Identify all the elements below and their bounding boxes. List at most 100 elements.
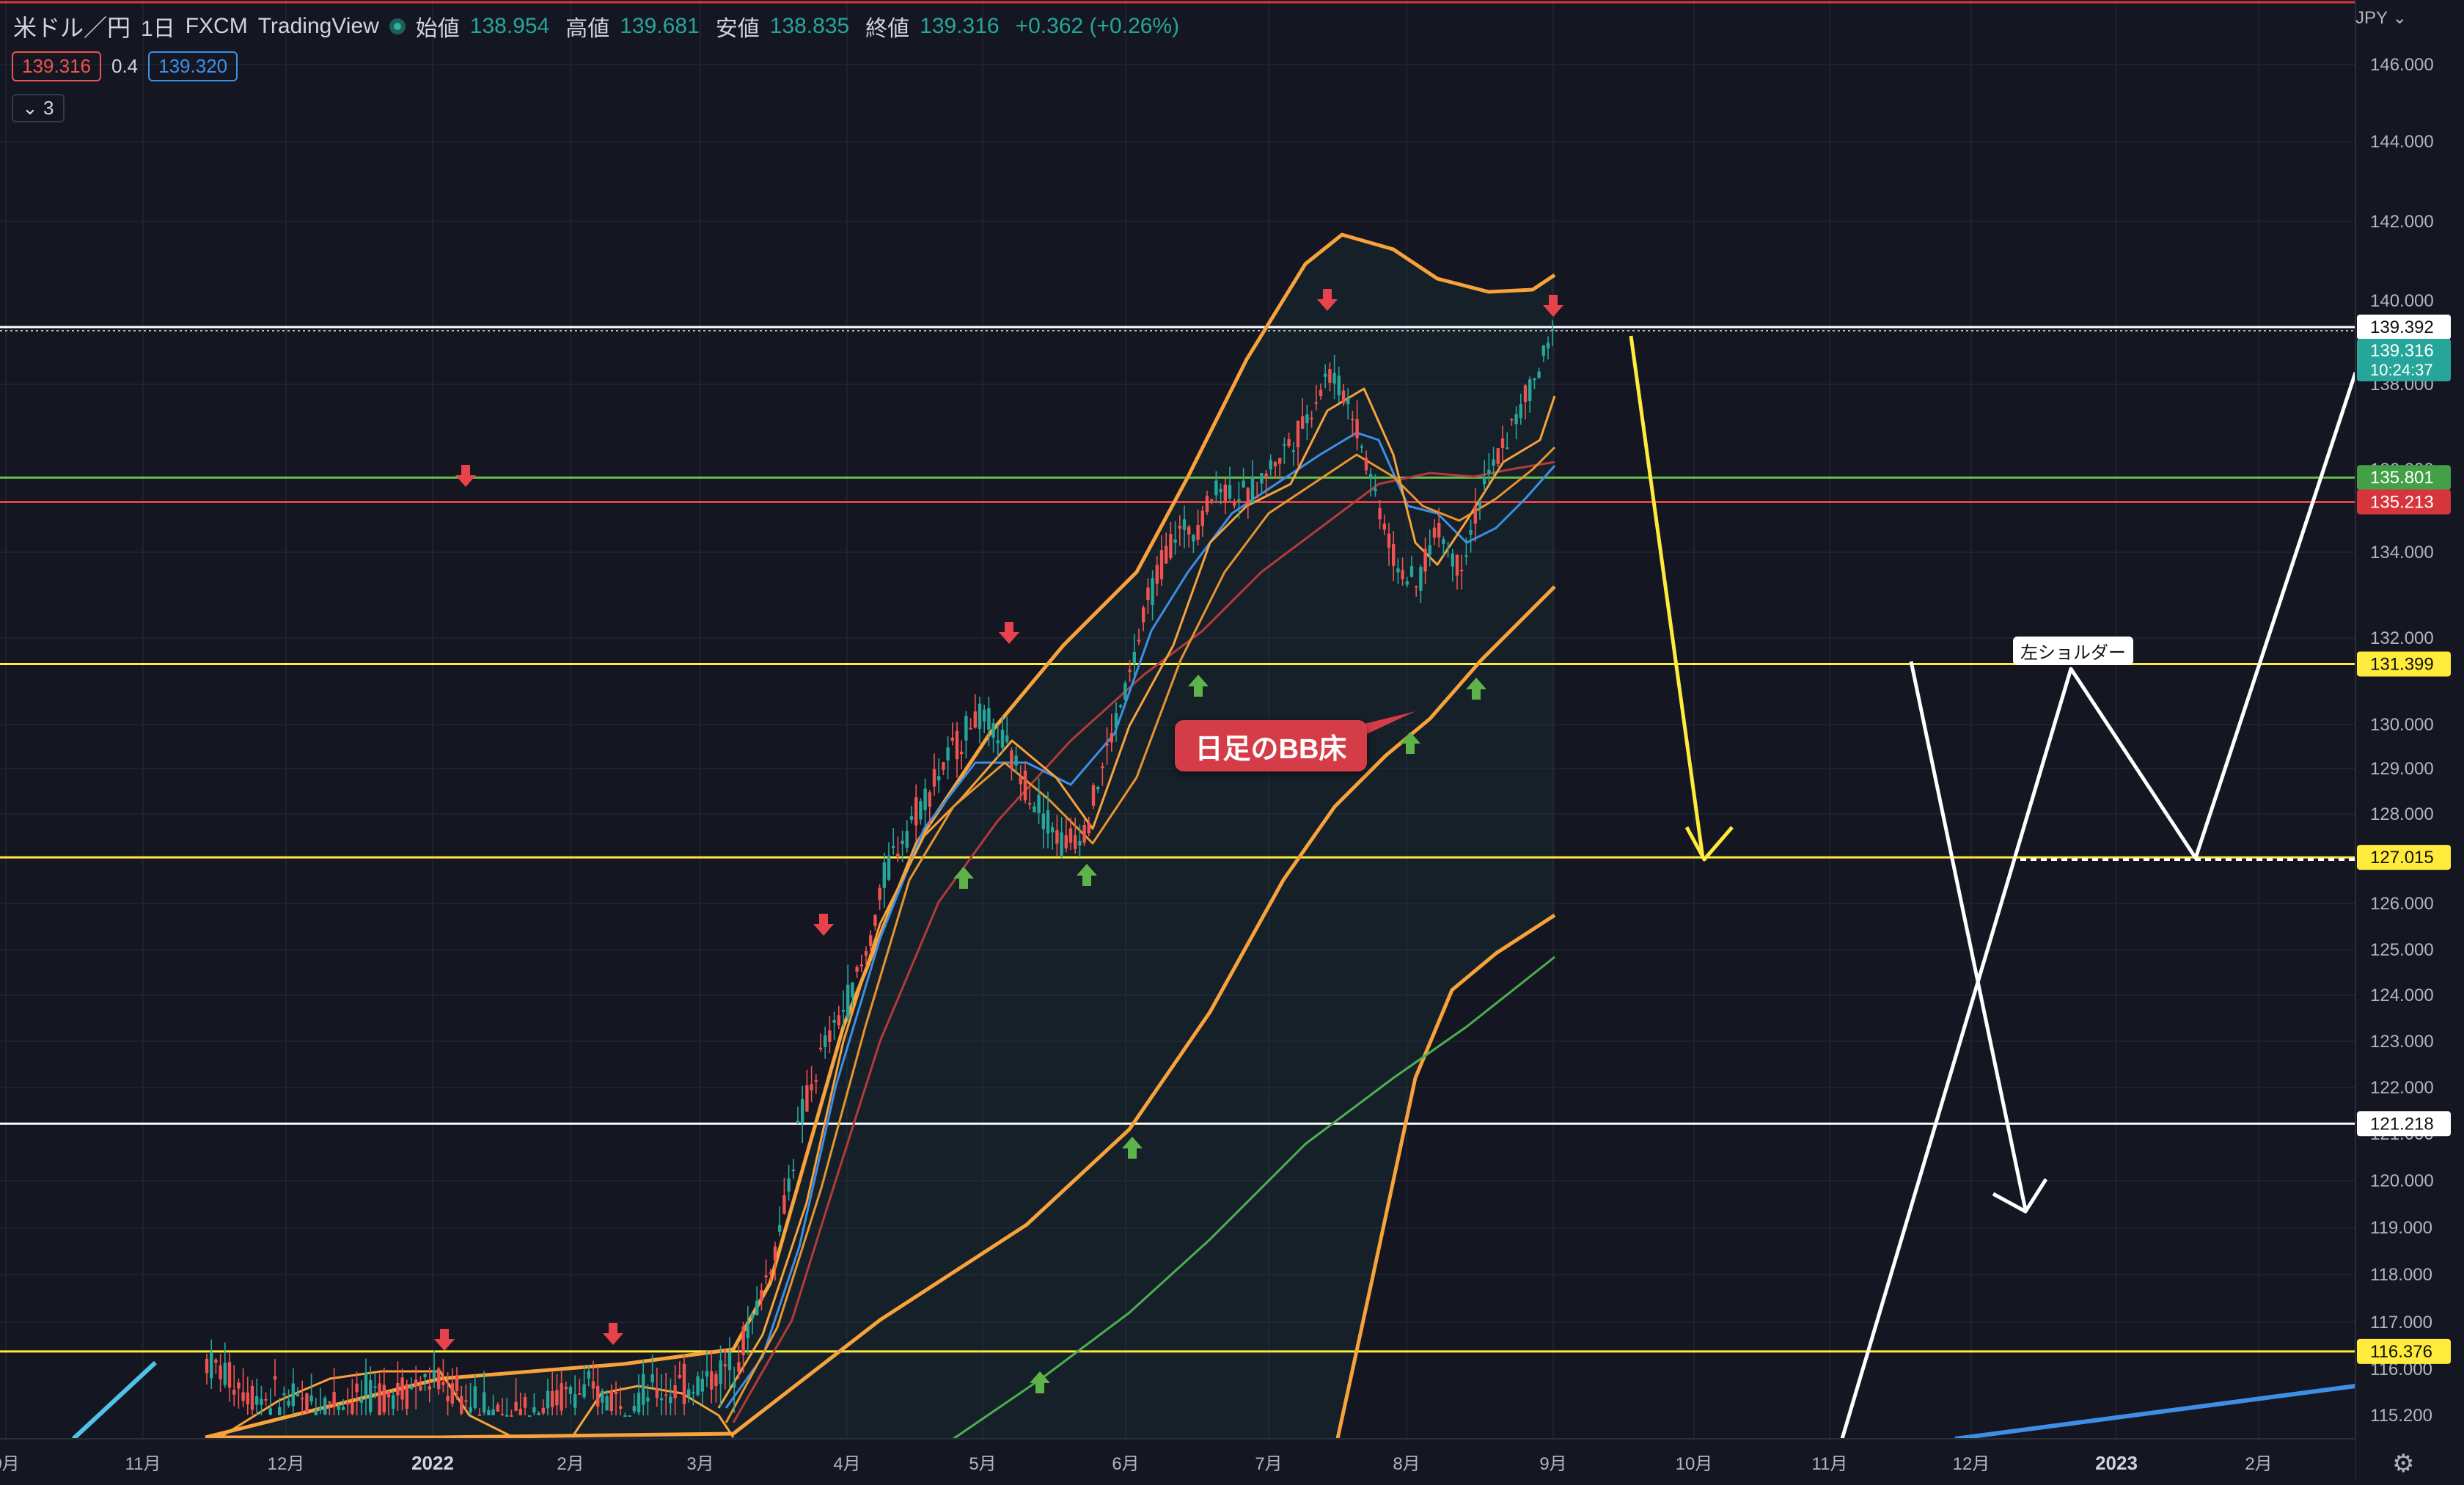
candle-body	[1519, 404, 1522, 419]
price-tick-label: 144.000	[2370, 132, 2434, 152]
candle-body	[246, 1392, 249, 1405]
candle-body	[950, 737, 954, 741]
buy-arrow-icon	[1077, 864, 1097, 886]
candle-body	[1200, 510, 1204, 527]
candle-body	[1401, 570, 1404, 579]
candle-body	[1364, 458, 1368, 471]
candle-body	[214, 1360, 218, 1363]
price-tick-label: 142.000	[2370, 212, 2434, 232]
candle-body	[260, 1398, 263, 1405]
candle-body	[609, 1390, 613, 1412]
buy-price-button[interactable]: 139.320	[148, 51, 238, 81]
candle-body	[1014, 755, 1018, 766]
time-tick-label: 12月	[268, 1454, 305, 1474]
candle-body	[1442, 539, 1445, 545]
projection-yellow-arrowhead	[1684, 826, 1734, 862]
candle-body	[1287, 439, 1291, 446]
candle-body	[1010, 750, 1013, 769]
candle-body	[1028, 803, 1032, 805]
candle-body	[1159, 550, 1164, 580]
price-tag	[2357, 1338, 2451, 1364]
candle-body	[687, 1389, 691, 1397]
interval-label[interactable]: 1日	[141, 17, 175, 41]
candle-body	[1051, 827, 1055, 833]
candle-body	[796, 1121, 800, 1123]
sell-arrow-icon	[434, 1329, 455, 1351]
candle-body	[573, 1394, 577, 1408]
candle-body	[423, 1374, 427, 1377]
currency-selector[interactable]: JPY ⌄	[2355, 8, 2408, 28]
price-tag	[2357, 845, 2451, 870]
ma-early-1	[219, 1370, 514, 1439]
candle-body	[750, 1314, 755, 1319]
candle-body	[696, 1376, 700, 1396]
price-tag-label: 127.015	[2370, 848, 2434, 868]
symbol-header[interactable]: 米ドル／円 1日 FXCM TradingView 始値 138.954 高値 13…	[13, 10, 1185, 43]
candle-body	[318, 1408, 323, 1411]
bb-floor-annotation[interactable]: 日足のBB床	[1175, 720, 1367, 771]
candle-body	[818, 1047, 823, 1049]
candle-body	[1087, 824, 1090, 834]
candle-body	[664, 1394, 668, 1396]
low-label: 安値	[715, 17, 760, 41]
candle-body	[432, 1371, 436, 1379]
candle-body	[351, 1402, 354, 1414]
candle-body	[437, 1368, 441, 1390]
gear-icon[interactable]: ⚙	[2392, 1450, 2415, 1478]
candle-body	[400, 1377, 404, 1400]
candle-body	[332, 1392, 336, 1407]
candle-body	[1423, 549, 1427, 572]
trendline-blue	[1954, 1384, 2356, 1441]
candle-body	[810, 1084, 813, 1090]
candle-body	[1246, 488, 1250, 505]
high-value: 139.681	[620, 14, 700, 38]
buy-arrow-icon	[1122, 1137, 1143, 1159]
candle-body	[773, 1246, 777, 1261]
candle-body	[1446, 547, 1450, 549]
candle-body	[392, 1395, 395, 1409]
candle-body	[1355, 419, 1359, 439]
candle-body	[537, 1413, 540, 1415]
candle-body	[441, 1382, 445, 1385]
candle-body	[1455, 554, 1459, 576]
candle-body	[546, 1390, 550, 1409]
sell-price-button[interactable]: 139.316	[12, 51, 101, 81]
price-tag-label: 135.801	[2370, 468, 2434, 488]
candle-body	[1033, 806, 1036, 813]
candle-body	[964, 716, 968, 741]
candle-body	[1041, 813, 1045, 829]
trendline-cyan	[71, 1360, 158, 1441]
candle-body	[851, 982, 854, 998]
time-tick-label: 2月	[557, 1454, 584, 1474]
candle-body	[1296, 420, 1300, 447]
candle-body	[787, 1178, 791, 1192]
candle-body	[1173, 539, 1177, 543]
candle-body	[428, 1386, 431, 1390]
symbol-name[interactable]: 米ドル／円	[13, 15, 131, 41]
candle-body	[278, 1407, 282, 1415]
candle-body	[969, 727, 972, 730]
candle-body	[1205, 496, 1209, 513]
candle-body	[882, 862, 886, 888]
candle-body	[791, 1170, 795, 1172]
candle-body	[669, 1396, 672, 1404]
sell-arrow-icon	[1543, 295, 1563, 317]
candle-body	[1169, 534, 1173, 559]
candle-body	[305, 1393, 309, 1412]
candle-body	[223, 1363, 227, 1385]
candle-body	[705, 1371, 709, 1377]
candle-body	[446, 1396, 450, 1401]
candle-body	[469, 1407, 472, 1413]
indicator-toggle-button[interactable]: ⌄ 3	[12, 94, 65, 122]
price-tag	[2357, 465, 2451, 491]
price-tick-label: 146.000	[2370, 55, 2434, 75]
left-shoulder-annotation[interactable]: 左ショルダー	[2013, 637, 2133, 665]
candle-body	[560, 1383, 563, 1411]
candle-body	[1396, 568, 1400, 573]
candle-body	[1255, 496, 1259, 498]
candle-body	[1324, 373, 1327, 377]
candle-body	[1242, 480, 1245, 488]
candle-body	[382, 1385, 386, 1412]
candle-body	[1291, 450, 1295, 452]
